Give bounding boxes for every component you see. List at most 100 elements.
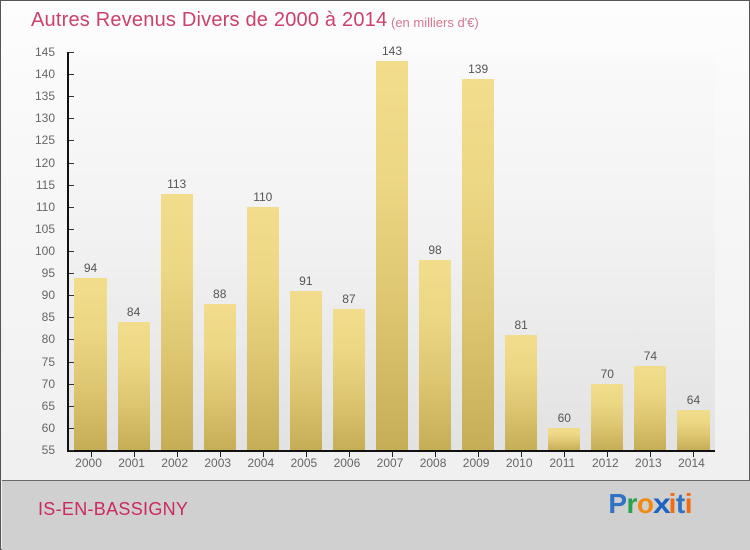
y-axis-tick-mark <box>69 295 74 297</box>
x-axis-tick-label: 2008 <box>419 456 447 470</box>
x-axis-tick-mark <box>607 451 609 457</box>
y-axis-tick-label: 100 <box>34 244 55 258</box>
y-axis-tick-mark <box>69 251 74 252</box>
x-axis: 2000 2001 2002 2003 2004 2005 2006 2007 2008 2009… <box>67 456 713 476</box>
bar-value-label: 70 <box>600 366 614 381</box>
y-axis-tick-mark <box>69 450 74 451</box>
bar[interactable] <box>375 60 409 450</box>
y-axis-tick-label: 105 <box>34 221 55 236</box>
y-axis-tick-label: 120 <box>34 155 55 170</box>
y-axis-tick-mark <box>69 140 74 142</box>
bar[interactable] <box>289 290 322 450</box>
bar[interactable] <box>419 259 452 450</box>
bar-slot: 113 <box>160 52 193 457</box>
bar-value-label: 84 <box>126 304 141 319</box>
y-axis-tick-label: 60 <box>41 420 55 435</box>
bar[interactable] <box>591 383 624 450</box>
y-axis-tick-mark <box>69 162 74 164</box>
y-axis-tick-mark <box>69 383 74 385</box>
x-axis-tick-mark <box>90 451 92 457</box>
x-axis-tick-label: 2013 <box>635 456 662 470</box>
bar-value-label: 91 <box>299 273 313 288</box>
y-axis-tick-mark <box>69 405 74 407</box>
bar-slot: 94 <box>74 52 107 457</box>
bar[interactable] <box>634 365 667 450</box>
x-axis-tick-label: 2014 <box>678 456 705 470</box>
chart-footer: IS-EN-BASSIGNY Proxiti <box>2 480 750 550</box>
bar-value-label: 88 <box>213 287 227 302</box>
x-axis-tick-mark <box>391 451 393 457</box>
bar-value-label: 94 <box>83 260 98 275</box>
y-axis-tick-label: 140 <box>34 67 55 82</box>
chart-subtitle: (en milliers d'€) <box>391 15 479 30</box>
x-axis-tick-label: 2003 <box>204 456 232 470</box>
bar-slot: 110 <box>246 52 279 457</box>
bar[interactable] <box>160 193 193 450</box>
bar-value-label: 113 <box>167 176 187 191</box>
bar-slot: 87 <box>332 52 365 457</box>
y-axis-tick-label: 75 <box>41 354 55 369</box>
logo-letter: P <box>608 488 627 519</box>
logo-letter: r <box>626 488 638 519</box>
x-axis-tick-label: 2000 <box>75 456 102 470</box>
bar-slot: 143 <box>375 44 409 457</box>
bar[interactable] <box>203 304 236 450</box>
bar-slot: 84 <box>117 52 150 457</box>
y-axis-tick-mark <box>69 74 74 76</box>
bar[interactable] <box>505 335 538 450</box>
y-axis-tick-label: 125 <box>34 133 55 148</box>
y-axis-tick-label: 145 <box>34 45 55 59</box>
bar[interactable] <box>462 78 495 450</box>
bar-value-label: 98 <box>428 242 442 257</box>
x-axis-tick-label: 2002 <box>161 456 189 470</box>
y-axis-tick-label: 70 <box>41 376 55 391</box>
x-axis-tick-mark <box>650 451 652 457</box>
y-axis-tick-label: 80 <box>41 332 55 347</box>
x-axis-tick-mark <box>219 451 221 457</box>
chart-header: Autres Revenus Divers de 2000 à 2014 (en… <box>1 1 750 43</box>
x-axis-tick-label: 2006 <box>333 456 361 470</box>
y-axis-tick-mark <box>69 184 74 186</box>
y-axis-tick-label: 95 <box>41 266 55 281</box>
y-axis-tick-mark <box>69 427 74 429</box>
bar[interactable] <box>548 427 581 450</box>
bar-value-label: 64 <box>686 393 701 408</box>
bar-series: 94 84 113 88 110 91 87 143 98 139 81 60 70 74 64 <box>69 44 715 457</box>
x-axis-tick-label: 2010 <box>505 456 533 470</box>
footer-location-label: IS-EN-BASSIGNY <box>38 499 189 519</box>
bar[interactable] <box>74 277 107 450</box>
bar-slot: 98 <box>419 52 452 457</box>
y-axis-tick-label: 65 <box>41 398 55 413</box>
y-axis-tick-mark <box>69 317 74 319</box>
x-axis-tick-mark <box>133 451 135 457</box>
x-axis-tick-mark <box>305 451 307 457</box>
x-axis-tick-label: 2001 <box>118 456 145 470</box>
y-axis-tick-mark <box>69 228 74 230</box>
y-axis-tick-mark <box>69 52 74 53</box>
proxiti-logo[interactable]: Proxiti <box>608 488 692 520</box>
bar-value-label: 139 <box>468 61 489 76</box>
x-axis-tick-label: 2004 <box>247 456 275 470</box>
bar-value-label: 74 <box>643 348 658 363</box>
y-axis-tick-mark <box>69 96 74 98</box>
x-axis-tick-mark <box>693 451 695 457</box>
bar[interactable] <box>117 321 150 450</box>
x-axis-tick-mark <box>435 451 437 457</box>
logo-letter: i <box>684 488 693 519</box>
x-axis-tick-label: 2007 <box>376 456 404 470</box>
logo-letter: o <box>636 488 654 519</box>
bar[interactable] <box>677 410 710 450</box>
bar-slot: 139 <box>462 52 495 457</box>
x-axis-tick-mark <box>262 451 264 457</box>
logo-letter: t <box>675 488 685 519</box>
bar[interactable] <box>332 308 365 450</box>
bar-slot: 64 <box>677 52 710 457</box>
y-axis-tick-label: 90 <box>41 288 55 303</box>
x-axis-tick-mark <box>564 451 566 457</box>
x-axis-tick-mark <box>176 451 178 457</box>
y-axis-tick-mark <box>69 361 74 363</box>
bar[interactable] <box>246 206 279 450</box>
x-axis-tick-label: 2011 <box>549 456 576 470</box>
x-axis-tick-mark <box>521 451 523 457</box>
